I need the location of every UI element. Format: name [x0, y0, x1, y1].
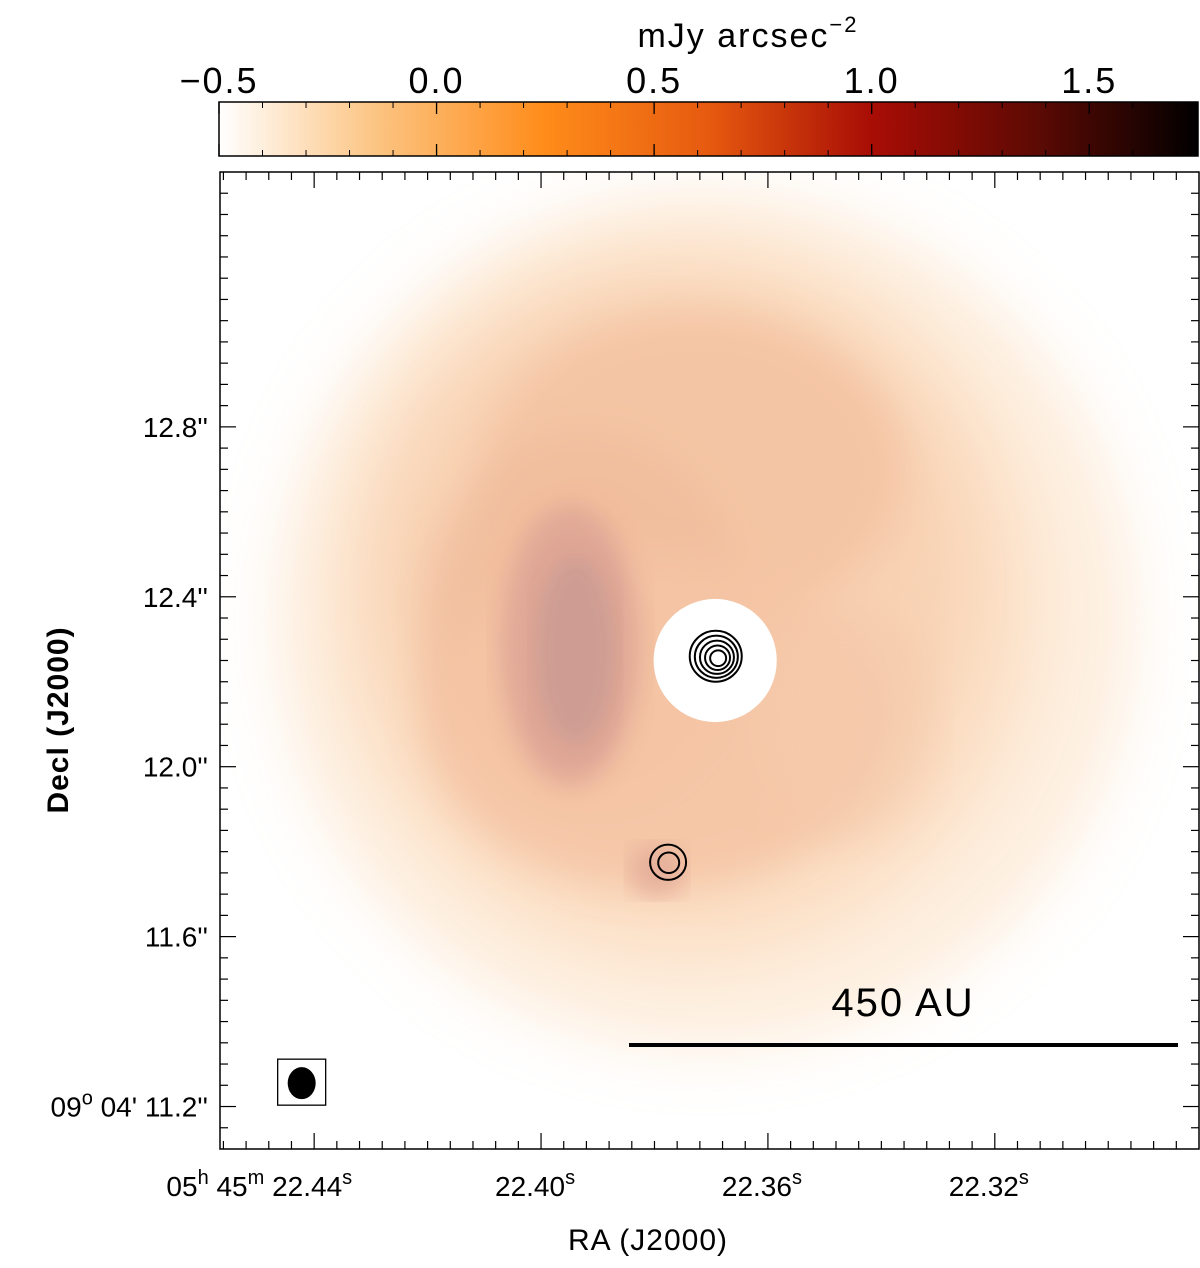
colorbar-gradient: [218, 101, 1199, 157]
y-tick-label: 12.8'': [143, 412, 208, 443]
x-tick-labels: 05h 45m 22.44s 22.40s 22.36s 22.32s: [166, 1167, 1028, 1202]
y-tick-label: 12.4'': [143, 582, 208, 613]
y-tick-label: 09o 04' 11.2'': [51, 1088, 208, 1123]
contours: [649, 629, 743, 881]
colorbar-title-text: mJy arcsec: [637, 17, 829, 55]
colorbar-tick-label: 0.0: [409, 60, 465, 101]
x-tick-label: 05h 45m 22.44s: [166, 1167, 352, 1202]
contour-primary: [688, 629, 743, 683]
colorbar-tick-label: 0.5: [626, 60, 682, 101]
y-axis-title: Decl (J2000): [42, 626, 75, 813]
contour-companion: [649, 843, 688, 881]
y-tick-label: 12.0'': [143, 752, 208, 783]
contour-primary: [704, 644, 732, 672]
colorbar-title-exponent: −2: [829, 12, 858, 37]
beam-indicator: [277, 1058, 327, 1106]
contour-primary: [698, 639, 735, 675]
plot-area: 450 AU: [219, 171, 1200, 1150]
x-tick-label: 22.32s: [949, 1167, 1029, 1202]
colorbar: mJy arcsec−2 −0.5 0.0 0.5 1.0 1.5: [179, 12, 1199, 157]
colorbar-tick-label: −0.5: [179, 60, 258, 101]
contour-primary: [693, 634, 739, 679]
coronagraph-mask-layer: [653, 598, 777, 723]
x-tick-label: 22.36s: [722, 1167, 802, 1202]
contour-companion: [657, 851, 681, 875]
contour-primary: [709, 649, 728, 668]
colorbar-tick-label: 1.5: [1061, 60, 1117, 101]
scale-bar: 450 AU: [629, 981, 1178, 1047]
colorbar-tick-label: 1.0: [844, 60, 900, 101]
colorbar-title: mJy arcsec−2: [637, 12, 858, 55]
beam-ellipse: [287, 1067, 316, 1100]
x-axis-title: RA (J2000): [568, 1224, 728, 1257]
coronagraph-mask: [653, 598, 777, 723]
scale-bar-label: 450 AU: [831, 981, 974, 1025]
axis-ticks: [220, 172, 1199, 1149]
colorbar-ticks: −0.5 0.0 0.5 1.0 1.5: [179, 60, 1177, 156]
y-tick-labels: 09o 04' 11.2'' 11.6'' 12.0'' 12.4'' 12.8'': [51, 412, 208, 1123]
x-tick-label: 22.40s: [495, 1167, 575, 1202]
y-tick-label: 11.6'': [145, 922, 208, 953]
